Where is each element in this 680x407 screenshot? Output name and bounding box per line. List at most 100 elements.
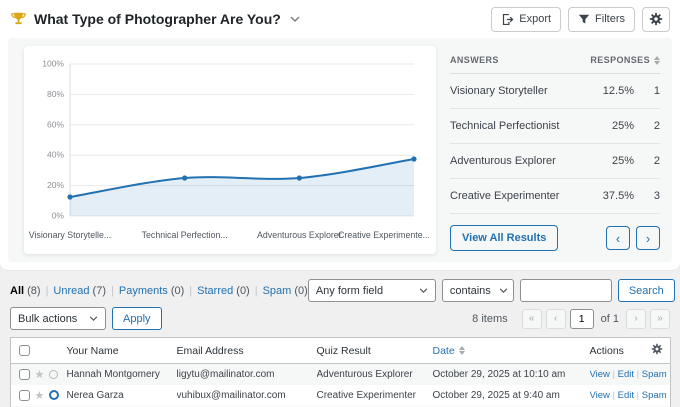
answer-count: 2 xyxy=(634,120,660,132)
table-header-row: Your Name Email Address Quiz Result Date… xyxy=(11,338,671,364)
entries-pagination: 8 items « ‹ of 1 › » xyxy=(472,309,670,329)
view-link[interactable]: View xyxy=(590,390,610,401)
answer-count: 3 xyxy=(634,190,660,202)
next-answer-button[interactable]: › xyxy=(636,226,660,250)
bulk-actions-select[interactable]: Bulk actions xyxy=(10,307,106,330)
trophy-icon xyxy=(10,11,27,28)
first-page-button[interactable]: « xyxy=(522,309,542,329)
operator-select-value: contains xyxy=(450,285,491,297)
entry-name: Nerea Garza xyxy=(67,385,177,406)
view-filter-starred[interactable]: Starred (0) xyxy=(197,285,250,297)
answers-column-header: ANSWERS xyxy=(450,55,499,65)
search-button[interactable]: Search xyxy=(618,279,675,302)
chart-card: 100%80%60%40%20%0%Visionary Storytelle..… xyxy=(24,46,436,254)
chevron-left-icon: ‹ xyxy=(616,231,620,246)
answer-label: Technical Perfectionist xyxy=(450,120,590,132)
chevron-down-icon[interactable] xyxy=(290,16,300,22)
spam-link[interactable]: Spam xyxy=(642,369,667,380)
answer-count: 1 xyxy=(634,85,660,97)
filter-funnel-icon xyxy=(578,13,590,25)
apply-button[interactable]: Apply xyxy=(112,307,162,330)
view-link[interactable]: View xyxy=(590,369,610,380)
filters-button[interactable]: Filters xyxy=(568,7,635,32)
items-count: 8 items xyxy=(472,313,507,325)
separator: | xyxy=(634,369,642,380)
quiz-chart: 100%80%60%40%20%0%Visionary Storytelle..… xyxy=(24,46,436,254)
responses-column-header[interactable]: RESPONSES xyxy=(590,55,660,65)
table-row[interactable]: ★ Hannah Montgomery ligytu@mailinator.co… xyxy=(11,364,671,386)
prev-answer-button[interactable]: ‹ xyxy=(606,226,630,250)
entry-email: ligytu@mailinator.com xyxy=(177,364,317,386)
spam-link[interactable]: Spam xyxy=(642,390,667,401)
entries-toolbar: All (8)|Unread (7)|Payments (0)|Starred … xyxy=(0,270,680,330)
gear-icon xyxy=(649,12,663,26)
answers-rows: Visionary Storyteller 12.5% 1 Technical … xyxy=(450,74,660,214)
row-checkbox[interactable] xyxy=(19,369,30,380)
separator: | xyxy=(667,369,671,380)
filters-label: Filters xyxy=(595,14,625,25)
answer-percent: 25% xyxy=(590,120,634,132)
star-icon[interactable]: ★ xyxy=(35,390,45,402)
entry-actions: View | Edit | Spam | Trash xyxy=(590,364,671,386)
edit-link[interactable]: Edit xyxy=(618,390,634,401)
prev-page-button[interactable]: ‹ xyxy=(546,309,566,329)
svg-text:40%: 40% xyxy=(47,150,64,160)
answers-footer: View All Results ‹ › xyxy=(450,214,660,255)
form-field-select[interactable]: Any form field xyxy=(308,279,436,302)
answer-row: Technical Perfectionist 25% 2 xyxy=(450,109,660,144)
answer-row: Visionary Storyteller 12.5% 1 xyxy=(450,74,660,109)
answer-count: 2 xyxy=(634,155,660,167)
search-input[interactable] xyxy=(520,279,612,302)
next-page-button[interactable]: › xyxy=(626,309,646,329)
svg-text:Technical Perfection...: Technical Perfection... xyxy=(142,230,228,240)
export-label: Export xyxy=(519,14,551,25)
column-header-actions: Actions xyxy=(590,338,651,364)
settings-button[interactable] xyxy=(642,7,670,32)
answer-row: Adventurous Explorer 25% 2 xyxy=(450,144,660,179)
bulk-actions-value: Bulk actions xyxy=(18,313,77,325)
table-row[interactable]: ★ Nerea Garza vuhibux@mailinator.com Cre… xyxy=(11,385,671,406)
view-all-results-button[interactable]: View All Results xyxy=(450,225,558,251)
header-actions: Export Filters xyxy=(491,7,670,32)
last-page-button[interactable]: » xyxy=(650,309,670,329)
view-filter-unread[interactable]: Unread (7) xyxy=(53,285,106,297)
answer-label: Adventurous Explorer xyxy=(450,155,590,167)
column-header-name: Your Name xyxy=(67,338,177,364)
entry-quiz-result: Creative Experimenter xyxy=(317,385,433,406)
answer-label: Visionary Storyteller xyxy=(450,85,590,97)
column-settings-gear-icon[interactable] xyxy=(651,343,663,355)
star-icon[interactable]: ★ xyxy=(35,369,45,381)
read-status-icon[interactable] xyxy=(49,390,59,400)
select-all-checkbox[interactable] xyxy=(19,345,30,356)
export-button[interactable]: Export xyxy=(491,7,561,32)
view-filter-payments[interactable]: Payments (0) xyxy=(119,285,184,297)
operator-select[interactable]: contains xyxy=(442,279,514,302)
answer-row: Creative Experimenter 37.5% 3 xyxy=(450,179,660,214)
export-icon xyxy=(501,13,514,26)
separator: | xyxy=(634,390,642,401)
svg-text:Adventurous Explorer: Adventurous Explorer xyxy=(257,230,342,240)
answer-percent: 25% xyxy=(590,155,634,167)
entry-date: October 29, 2025 at 10:10 am xyxy=(433,364,590,386)
total-pages-label: of 1 xyxy=(601,313,619,325)
view-filters: All (8)|Unread (7)|Payments (0)|Starred … xyxy=(10,285,308,297)
entry-email: vuhibux@mailinator.com xyxy=(177,385,317,406)
report-header: What Type of Photographer Are You? Expor… xyxy=(0,0,680,38)
svg-text:Visionary Storytelle...: Visionary Storytelle... xyxy=(29,230,111,240)
chevron-right-icon: › xyxy=(646,231,650,246)
results-panel: 100%80%60%40%20%0%Visionary Storytelle..… xyxy=(8,38,672,262)
view-filter-all[interactable]: All (8) xyxy=(10,285,41,297)
answers-pagination: ‹ › xyxy=(606,226,660,250)
column-header-result: Quiz Result xyxy=(317,338,433,364)
svg-text:Creative Experimente...: Creative Experimente... xyxy=(338,230,430,240)
current-page-input[interactable] xyxy=(570,309,594,329)
chevron-down-icon xyxy=(419,288,428,293)
read-status-icon[interactable] xyxy=(49,370,58,379)
answer-percent: 37.5% xyxy=(590,190,634,202)
column-header-date[interactable]: Date xyxy=(433,345,465,357)
edit-link[interactable]: Edit xyxy=(618,369,634,380)
view-filter-spam[interactable]: Spam (0) xyxy=(263,285,308,297)
row-checkbox[interactable] xyxy=(19,390,30,401)
answer-label: Creative Experimenter xyxy=(450,190,590,202)
separator: | xyxy=(255,285,258,297)
